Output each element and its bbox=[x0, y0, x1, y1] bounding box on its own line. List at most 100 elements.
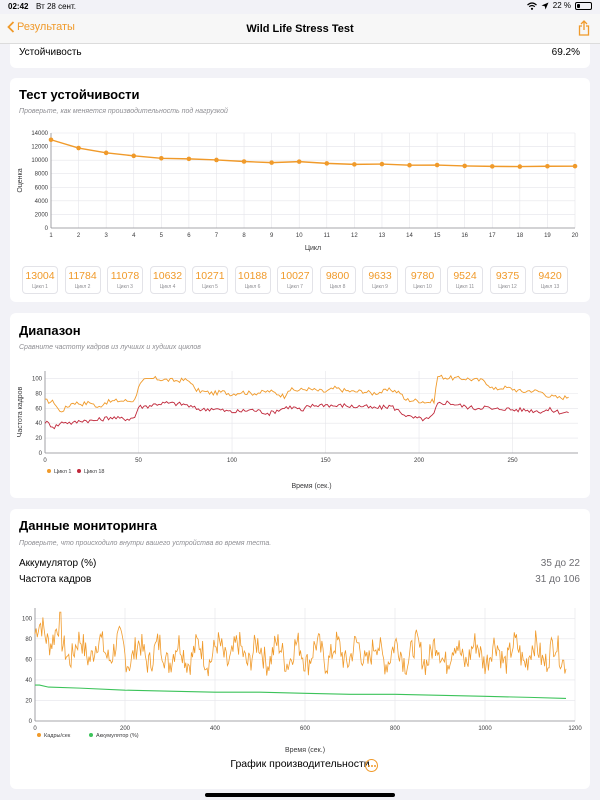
cycle-card[interactable]: 9800 Цикл 8 bbox=[319, 266, 356, 294]
cycle-card[interactable]: 9633 Цикл 9 bbox=[362, 266, 398, 294]
y-tick-label: 80 bbox=[35, 391, 42, 397]
cycle-card[interactable]: 9420 Цикл 13 bbox=[532, 266, 568, 294]
x-tick-label: 10 bbox=[296, 233, 303, 239]
data-point bbox=[214, 157, 219, 163]
x-axis-label: Время (сек.) bbox=[285, 747, 325, 754]
cycle-score: 9375 bbox=[495, 270, 520, 282]
wifi-icon bbox=[526, 1, 537, 10]
cycle-label: Цикл 11 bbox=[455, 284, 475, 290]
x-tick-label: 600 bbox=[300, 726, 311, 732]
series-line bbox=[50, 139, 576, 168]
cycle-score: 10188 bbox=[237, 270, 268, 282]
cycle-label: Цикл 13 bbox=[540, 284, 560, 290]
cycle-score: 13004 bbox=[25, 270, 55, 282]
stress-test-subtitle: Проверьте, как меняется производительнос… bbox=[19, 108, 228, 115]
range-card: Диапазон Сравните частоту кадров из лучш… bbox=[10, 313, 590, 498]
x-tick-label: 12 bbox=[351, 233, 358, 239]
x-tick-label: 8 bbox=[242, 233, 246, 239]
y-tick-label: 20 bbox=[25, 698, 32, 704]
range-title: Диапазон bbox=[19, 323, 81, 338]
data-point bbox=[48, 137, 54, 143]
x-tick-label: 250 bbox=[508, 458, 519, 464]
cycle-label: Цикл 5 bbox=[202, 284, 218, 290]
data-point bbox=[159, 156, 164, 161]
page-title: Wild Life Stress Test bbox=[246, 23, 354, 35]
cycle-label: Цикл 10 bbox=[413, 284, 432, 290]
cycle-label: Цикл 7 bbox=[287, 284, 303, 290]
data-point bbox=[407, 162, 412, 168]
data-point bbox=[269, 160, 274, 165]
cycle-card[interactable]: 9375 Цикл 12 bbox=[489, 266, 526, 294]
cycle-card[interactable]: 11078 Цикл 3 bbox=[107, 266, 143, 294]
cycle-card[interactable]: 10632 Цикл 4 bbox=[149, 266, 186, 294]
home-indicator bbox=[205, 793, 395, 797]
cycle-card[interactable]: 11784 Цикл 2 bbox=[64, 266, 101, 294]
data-point bbox=[462, 163, 467, 169]
cycle-label: Цикл 2 bbox=[74, 284, 91, 290]
range-chart: 0 20 40 60 80 100 0 50 100 150 200 250 Цикл 1 Цикл 18… bbox=[17, 371, 578, 490]
x-tick-label: 15 bbox=[434, 233, 441, 239]
cycle-card[interactable]: 13004 Цикл 1 bbox=[22, 266, 58, 294]
monitoring-subtitle: Проверьте, что происходило внутри вашего… bbox=[19, 540, 272, 547]
range-subtitle: Сравните частоту кадров из лучших и худш… bbox=[19, 344, 201, 351]
x-tick-label: 1000 bbox=[478, 726, 492, 732]
cycle-card[interactable]: 9524 Цикл 11 bbox=[447, 266, 483, 294]
x-tick-label: 200 bbox=[120, 726, 131, 732]
y-tick-label: 8000 bbox=[35, 172, 49, 178]
cycle-scores-strip[interactable]: 13004 Цикл 1 11784 Цикл 2 11078 Цикл 3 10632 Ци… bbox=[22, 266, 574, 294]
x-tick-label: 0 bbox=[43, 458, 47, 464]
data-point bbox=[352, 162, 357, 167]
more-icon[interactable] bbox=[365, 759, 378, 772]
x-tick-label: 0 bbox=[33, 726, 37, 732]
legend-marker bbox=[89, 733, 93, 737]
x-tick-label: 3 bbox=[104, 233, 108, 239]
cycle-card[interactable]: 10271 Цикл 5 bbox=[192, 266, 228, 294]
cycle-score: 11784 bbox=[68, 270, 97, 282]
legend-marker bbox=[37, 733, 41, 737]
y-tick-label: 12000 bbox=[31, 145, 48, 151]
legend-label: Кадры/сек bbox=[44, 733, 71, 739]
share-icon[interactable] bbox=[578, 20, 590, 36]
x-tick-label: 200 bbox=[414, 458, 425, 464]
data-point bbox=[489, 164, 495, 169]
x-tick-label: 16 bbox=[461, 233, 468, 239]
x-tick-label: 7 bbox=[215, 233, 219, 239]
x-tick-label: 800 bbox=[390, 726, 401, 732]
y-tick-label: 0 bbox=[45, 226, 49, 232]
battery-percent: 22 % bbox=[552, 1, 571, 10]
cycle-score: 9800 bbox=[325, 270, 350, 282]
y-axis-label: Оценка bbox=[17, 168, 24, 192]
cycle-card[interactable]: 9780 Цикл 10 bbox=[404, 266, 441, 294]
stress-test-card: Тест устойчивости Проверьте, как меняетс… bbox=[10, 78, 590, 302]
y-tick-label: 60 bbox=[25, 657, 32, 663]
data-point bbox=[76, 145, 81, 151]
x-tick-label: 4 bbox=[132, 233, 136, 239]
y-tick-label: 2000 bbox=[35, 212, 49, 218]
x-tick-label: 13 bbox=[379, 233, 386, 239]
cycle-card[interactable]: 10188 Цикл 6 bbox=[234, 266, 271, 294]
cycle-label: Цикл 6 bbox=[244, 284, 261, 290]
x-tick-label: 1 bbox=[49, 233, 53, 239]
monitoring-title: Данные мониторинга bbox=[19, 518, 157, 533]
location-icon bbox=[541, 2, 549, 9]
cycle-card[interactable]: 10027 Цикл 7 bbox=[277, 266, 313, 294]
series-line bbox=[44, 374, 569, 413]
y-tick-label: 100 bbox=[22, 616, 33, 622]
series-line bbox=[44, 400, 569, 430]
cycle-score: 10271 bbox=[195, 270, 225, 282]
cycle-label: Цикл 3 bbox=[117, 284, 133, 290]
fps-value: 31 до 106 bbox=[535, 574, 580, 585]
x-tick-label: 2 bbox=[77, 233, 81, 239]
data-point bbox=[131, 153, 137, 159]
data-point bbox=[241, 159, 247, 164]
legend-label: Аккумулятор (%) bbox=[96, 733, 139, 739]
fps-label: Частота кадров bbox=[19, 574, 92, 585]
back-button[interactable]: Результаты bbox=[7, 21, 75, 33]
y-tick-label: 4000 bbox=[35, 199, 49, 205]
x-tick-label: 17 bbox=[489, 233, 496, 239]
performance-graph-link[interactable]: График производительности bbox=[0, 758, 600, 770]
x-tick-label: 20 bbox=[572, 233, 579, 239]
performance-graph-label[interactable]: График производительности bbox=[230, 758, 370, 770]
data-point bbox=[434, 162, 440, 168]
